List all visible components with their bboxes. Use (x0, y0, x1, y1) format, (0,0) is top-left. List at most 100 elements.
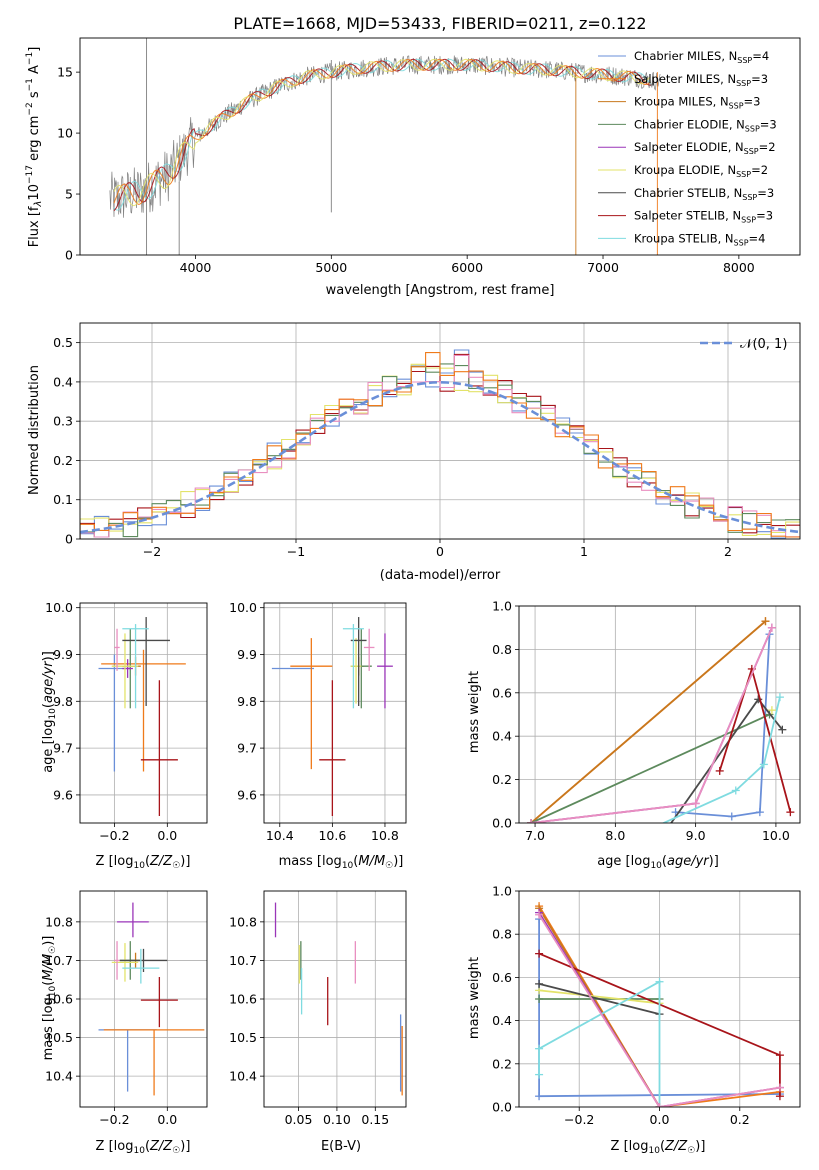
x-tick-label: −0.2 (564, 1112, 594, 1127)
axes-frame (518, 605, 801, 824)
weight-line (538, 983, 660, 1015)
x-tick-label: 7.0 (525, 828, 545, 843)
y-tick-label: 9.6 (53, 787, 73, 802)
y-tick-label: 0.6 (492, 685, 512, 700)
mass-vs-metallicity-panel: −0.2 0.0 10.4 10.5 10.6 10.7 10.8 (45, 890, 208, 1127)
weight-vs-age-panel: 7.0 8.0 9.0 10.0 0.0 0.2 0.4 0.6 0.8 1.0 (492, 599, 801, 843)
x-tick-label: −1 (287, 544, 305, 559)
x-tick-label: −0.2 (99, 828, 129, 843)
ebv-xlabel: E(B-V) (321, 1139, 361, 1154)
spectrum-xlabel: wavelength [Angstrom, rest frame] (326, 283, 555, 298)
y-tick-label: 1.0 (492, 599, 512, 614)
y-tick-label: 9.8 (237, 694, 257, 709)
age-ylabel: age [log10(age/yr)] (41, 651, 58, 773)
mass-xlabel: mass [log10(M/M☉)] (279, 854, 404, 871)
plot-content (527, 617, 795, 823)
x-tick-label: 10.4 (266, 828, 294, 843)
y-tick-label: 0 (65, 248, 73, 263)
weight-line (538, 914, 781, 1107)
weight-line (675, 634, 771, 818)
y-tick-label: 0.2 (492, 772, 512, 787)
x-tick-label: 4000 (180, 260, 212, 275)
plot-content (274, 902, 403, 1096)
legend-label: Chabrier STELIB, NSSP=3 (634, 186, 774, 202)
plot-content (109, 38, 661, 255)
x-tick-label: 8000 (723, 260, 755, 275)
legend-label: Salpeter STELIB, NSSP=3 (634, 209, 773, 225)
model-spectrum-line (113, 58, 651, 207)
x-tick-label: 10.0 (762, 828, 790, 843)
weight-age-ylabel: mass weight (467, 671, 482, 753)
y-tick-label: 0.0 (492, 816, 512, 831)
x-tick-label: 10.6 (318, 828, 346, 843)
x-tick-label: −2 (143, 544, 161, 559)
y-tick-label: 10.0 (45, 600, 73, 615)
y-tick-label: 10.4 (45, 1069, 73, 1084)
spectrum-panel: PLATE=1668, MJD=53433, FIBERID=0211, z=0… (25, 14, 801, 298)
z-xlabel-right: Z [log10(Z/Z☉)] (611, 1139, 706, 1156)
z-xlabel-top: Z [log10(Z/Z☉)] (96, 854, 191, 871)
x-tick-label: 0.10 (323, 1112, 351, 1127)
y-tick-label: 9.6 (237, 787, 257, 802)
weight-line (538, 980, 661, 1107)
x-tick-label: 8.0 (605, 828, 625, 843)
axes-frame (79, 322, 801, 540)
axes-frame (79, 602, 208, 824)
legend-gaussian-label: 𝒩(0, 1) (740, 337, 787, 352)
x-tick-label: 0.0 (650, 1112, 670, 1127)
plot-content (98, 617, 186, 816)
y-tick-label: 10.7 (229, 953, 257, 968)
y-tick-label: 0.4 (53, 374, 73, 389)
y-tick-label: 9.7 (237, 741, 257, 756)
residuals-xlabel: (data-model)/error (380, 568, 501, 583)
axes-frame (263, 890, 407, 1108)
y-tick-label: 9.7 (53, 741, 73, 756)
z-xlabel-bottom: Z [log10(Z/Z☉)] (96, 1139, 191, 1156)
y-tick-label: 10.6 (45, 992, 73, 1007)
x-tick-label: 2 (724, 544, 732, 559)
histogram-step (80, 354, 800, 539)
weight-z-ylabel: mass weight (467, 957, 482, 1039)
y-tick-label: 10.6 (229, 992, 257, 1007)
model-spectrum-line (113, 58, 651, 212)
y-tick-label: 0.2 (53, 453, 73, 468)
model-spectrum-line (113, 58, 651, 205)
plot-content (98, 902, 205, 1096)
axes-frame (518, 890, 801, 1108)
legend-label: Kroupa STELIB, NSSP=4 (634, 231, 765, 247)
legend-label: Kroupa ELODIE, NSSP=2 (634, 163, 768, 179)
y-tick-label: 15 (57, 65, 73, 80)
x-tick-label: 1 (580, 544, 588, 559)
y-tick-label: 10.0 (229, 600, 257, 615)
axes-frame (263, 602, 407, 824)
residuals-panel: −2 −1 0 1 2 0 0.1 0.2 0.3 0.4 0.5 (data-model)/err… (27, 322, 801, 583)
x-tick-label: 9.0 (686, 828, 706, 843)
plot-content (80, 349, 800, 539)
age-xlabel: age [log10(age/yr)] (597, 854, 719, 871)
y-tick-label: 10.5 (45, 1030, 73, 1045)
spectrum-ylabel: Flux [fλ10−17 erg cm−2 s−1 A−1] (25, 47, 44, 248)
x-tick-label: 10.8 (371, 828, 399, 843)
x-tick-label: 6000 (451, 260, 483, 275)
weight-line (530, 620, 767, 823)
y-tick-label: 0.4 (492, 1013, 512, 1028)
y-tick-label: 10.7 (45, 953, 73, 968)
y-tick-label: 0.8 (492, 642, 512, 657)
spectrum-title: PLATE=1668, MJD=53433, FIBERID=0211, z=0… (233, 14, 646, 33)
x-tick-label: 0 (436, 544, 444, 559)
y-tick-label: 0.8 (492, 927, 512, 942)
legend-label: Salpeter ELODIE, NSSP=2 (634, 140, 776, 156)
spectrum-legend: Chabrier MILES, NSSP=4 Salpeter MILES, NS… (598, 49, 777, 247)
legend-label: Salpeter MILES, NSSP=3 (634, 72, 768, 88)
x-tick-label: 5000 (315, 260, 347, 275)
y-tick-label: 10.4 (229, 1069, 257, 1084)
x-tick-label: 0.15 (361, 1112, 389, 1127)
y-tick-label: 10.8 (45, 914, 73, 929)
mass-vs-ebv-panel: 0.05 0.10 0.15 10.4 10.5 10.6 10.7 10.8 (229, 890, 407, 1127)
y-tick-label: 10 (57, 126, 73, 141)
y-tick-label: 0.6 (492, 970, 512, 985)
spectrum-plot-area: 4000 5000 6000 7000 8000 0 5 10 15 (57, 37, 801, 275)
legend-label: Chabrier ELODIE, NSSP=3 (634, 117, 777, 133)
